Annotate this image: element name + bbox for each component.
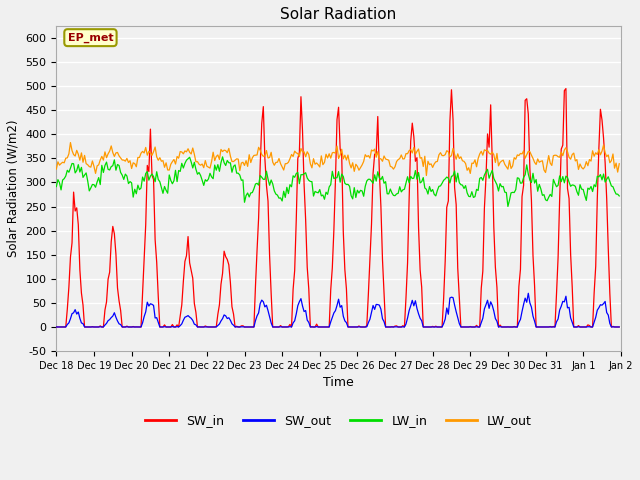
Y-axis label: Solar Radiation (W/m2): Solar Radiation (W/m2) [7, 120, 20, 257]
Text: EP_met: EP_met [68, 33, 113, 43]
Title: Solar Radiation: Solar Radiation [280, 7, 397, 22]
Legend: SW_in, SW_out, LW_in, LW_out: SW_in, SW_out, LW_in, LW_out [140, 409, 537, 432]
X-axis label: Time: Time [323, 376, 354, 389]
